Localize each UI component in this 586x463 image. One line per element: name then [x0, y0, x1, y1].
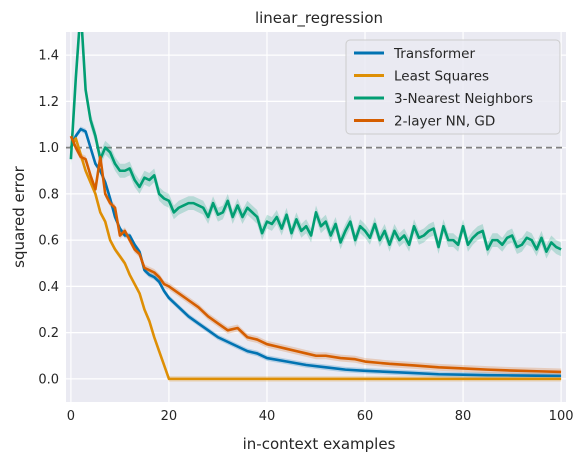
y-tick-label-2: 0.4	[38, 280, 59, 295]
y-axis-label: squared error	[10, 165, 28, 268]
y-tick-label-6: 1.2	[38, 95, 59, 110]
series-lines	[69, 32, 562, 381]
x-tick-label-0: 0	[67, 409, 75, 424]
x-tick-labels: 0 20 40 60 80 100	[67, 409, 574, 424]
grid	[66, 32, 566, 402]
y-tick-label-3: 0.6	[38, 234, 59, 249]
y-tick-label-7: 1.4	[38, 49, 59, 64]
y-tick-label-1: 0.2	[38, 326, 59, 341]
series-line-2	[69, 32, 562, 253]
x-tick-label-3: 60	[357, 409, 374, 424]
y-tick-label-4: 0.8	[38, 187, 59, 202]
y-tick-label-0: 0.0	[38, 372, 59, 387]
series-line-3	[69, 135, 562, 374]
legend-label-1: Least Squares	[394, 69, 489, 85]
chart-title: linear_regression	[255, 9, 383, 28]
x-tick-label-5: 100	[549, 409, 574, 424]
y-tick-labels: 0.0 0.2 0.4 0.6 0.8 1.0 1.2 1.4	[38, 49, 59, 388]
series-line-1	[69, 137, 562, 381]
y-tick-label-5: 1.0	[38, 141, 59, 156]
x-tick-label-4: 80	[455, 409, 472, 424]
x-axis-label: in-context examples	[243, 435, 396, 453]
legend-box	[345, 39, 561, 135]
x-tick-label-2: 40	[259, 409, 276, 424]
legend-label-2: 3-Nearest Neighbors	[394, 91, 533, 107]
series-line-0	[69, 127, 562, 378]
legend-label-0: Transformer	[393, 46, 475, 62]
x-tick-label-1: 20	[161, 409, 178, 424]
legend: Transformer Least Squares 3-Nearest Neighb…	[345, 39, 561, 135]
legend-label-3: 2-layer NN, GD	[394, 114, 495, 130]
